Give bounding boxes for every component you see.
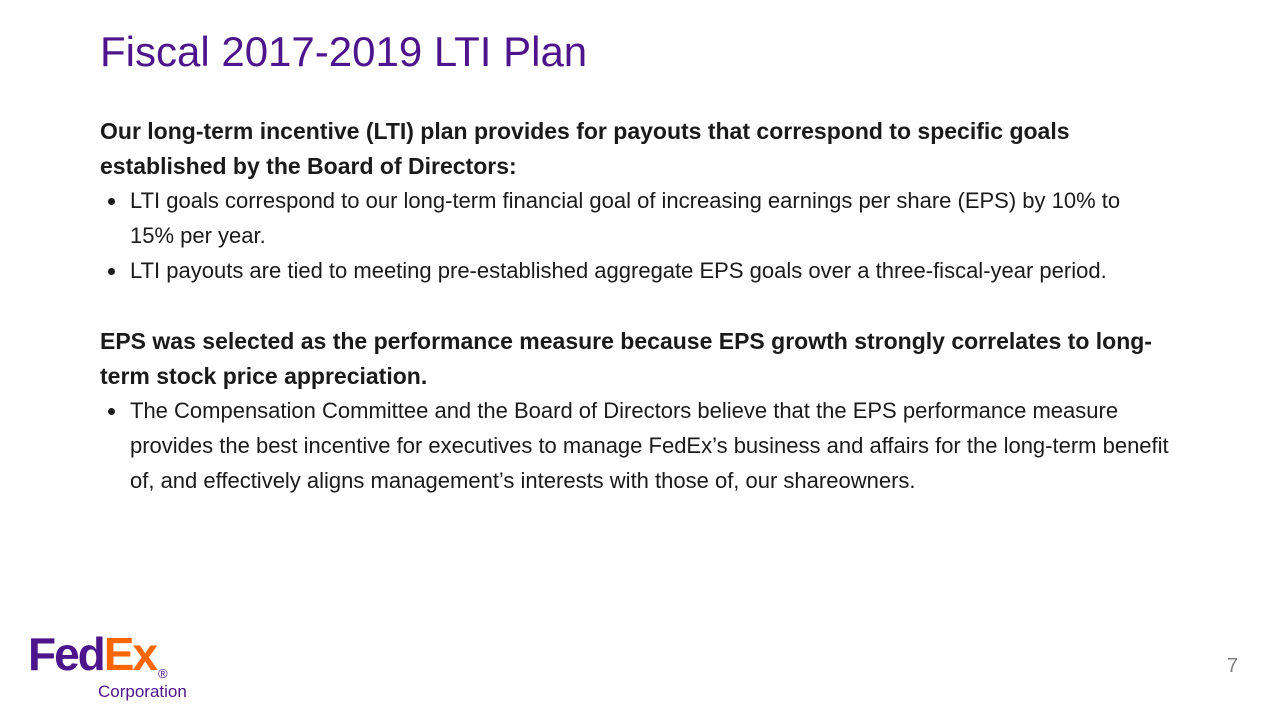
bullet-item: LTI goals correspond to our long-term fi…: [128, 184, 1170, 254]
registered-trademark-symbol: ®: [158, 666, 168, 681]
section-lti-plan: Our long-term incentive (LTI) plan provi…: [100, 114, 1170, 288]
bullet-item: LTI payouts are tied to meeting pre-esta…: [128, 254, 1170, 289]
fedex-logo-ex: Ex: [103, 628, 158, 680]
section-eps-measure: EPS was selected as the performance meas…: [100, 324, 1170, 498]
fedex-logo-fed: Fed: [28, 628, 106, 680]
section-heading-lti: Our long-term incentive (LTI) plan provi…: [100, 118, 1070, 180]
slide-title: Fiscal 2017-2019 LTI Plan: [100, 28, 588, 75]
page-number: 7: [1226, 655, 1238, 677]
fedex-logo-corporation-label: Corporation: [98, 682, 187, 701]
fedex-logo: FedEx ® Corporation: [28, 631, 187, 700]
section-heading-eps: EPS was selected as the performance meas…: [100, 328, 1152, 390]
slide-content: Fiscal 2017-2019 LTI Plan Our long-term …: [100, 28, 1170, 535]
bullet-item: The Compensation Committee and the Board…: [128, 394, 1170, 498]
bullet-list-lti: LTI goals correspond to our long-term fi…: [100, 184, 1170, 288]
fedex-logo-wordmark: FedEx ®: [28, 631, 187, 680]
bullet-list-eps: The Compensation Committee and the Board…: [100, 394, 1170, 498]
